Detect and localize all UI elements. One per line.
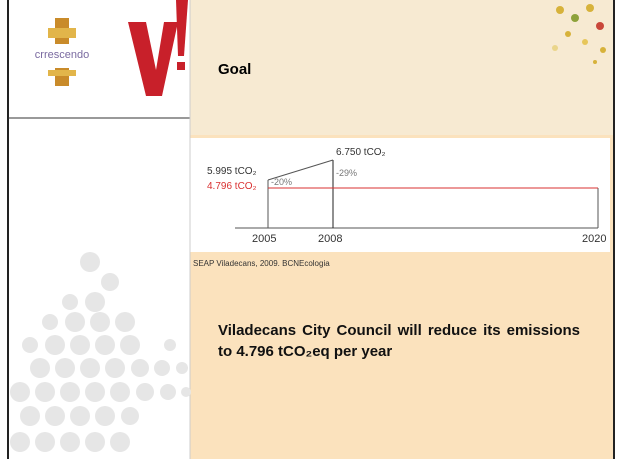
logo-v — [128, 0, 188, 96]
slide-title: Goal — [218, 61, 252, 78]
year-label: 2020 — [582, 233, 607, 245]
figure-area — [190, 138, 610, 252]
body-text: Viladecans City Council will reduce its … — [218, 322, 580, 360]
figure-label: -29% — [336, 168, 358, 178]
figure-lines — [235, 159, 599, 229]
year-label: 2008 — [318, 233, 343, 245]
header-band — [190, 0, 614, 135]
figure-label: 6.750 tCO₂ — [336, 147, 386, 158]
figure-label: 5.995 tCO₂ — [207, 166, 257, 177]
figure-label: 4.796 tCO₂ — [207, 181, 257, 192]
year-label: 2005 — [252, 233, 277, 245]
logo-text: crrescendo — [35, 49, 89, 61]
figure-label: -20% — [271, 177, 293, 187]
logo-left: crrescendo — [35, 18, 89, 86]
trend-line — [267, 159, 334, 181]
decoration-dots — [552, 4, 606, 64]
caption: SEAP Viladecans, 2009. BCNEcologia — [193, 259, 330, 268]
decoration-circles — [10, 252, 191, 452]
